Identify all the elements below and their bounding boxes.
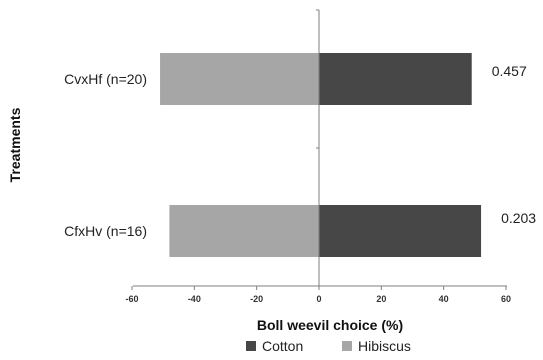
labels-group: CvxHf (n=20) CfxHv (n=16) 0.457 0.203 <box>64 63 536 239</box>
bar-cotton-0 <box>319 53 472 105</box>
bar-hibiscus-0 <box>160 53 319 105</box>
x-tick-label: 60 <box>501 294 511 304</box>
data-label: 0.203 <box>501 210 536 226</box>
category-label: CvxHf (n=20) <box>64 71 147 87</box>
legend: Cotton Hibiscus <box>246 338 411 354</box>
bar-hibiscus-1 <box>169 205 319 257</box>
data-label: 0.457 <box>492 63 527 79</box>
x-tick-label: 40 <box>439 294 449 304</box>
axes-group: -60 -40 -20 0 20 40 60 <box>125 9 511 304</box>
y-axis-title: Treatments <box>7 107 23 182</box>
x-tick-label: -20 <box>250 294 263 304</box>
legend-label-cotton: Cotton <box>262 338 303 354</box>
bar-cotton-1 <box>319 205 482 257</box>
x-axis-title: Boll weevil choice (%) <box>257 317 403 333</box>
category-label: CfxHv (n=16) <box>64 223 147 239</box>
x-tick-label: 0 <box>316 294 321 304</box>
legend-label-hibiscus: Hibiscus <box>358 338 411 354</box>
x-tick-label: -40 <box>188 294 201 304</box>
x-tick-label: -60 <box>125 294 138 304</box>
x-tick-label: 20 <box>376 294 386 304</box>
legend-swatch-cotton <box>246 341 256 351</box>
bars-group <box>160 53 482 257</box>
legend-swatch-hibiscus <box>342 341 352 351</box>
